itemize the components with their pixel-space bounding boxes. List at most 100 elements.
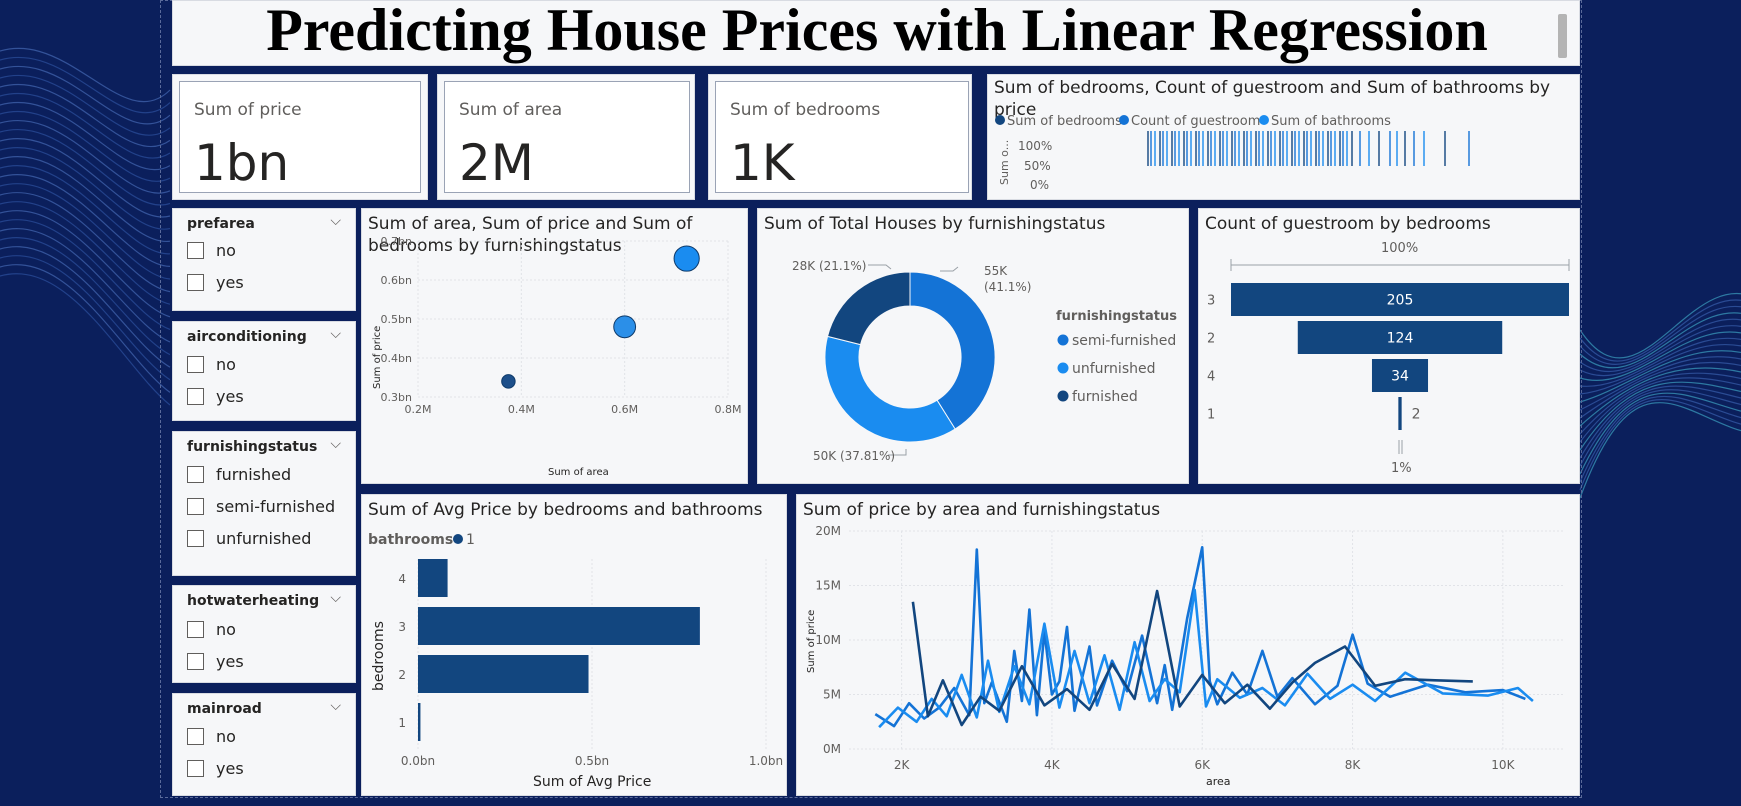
card-bedrooms[interactable]: Sum of bedrooms 1K [715, 81, 969, 193]
option-label: yes [216, 758, 244, 778]
x-tick-label: 1.0bn [749, 754, 783, 768]
x-tick-labels: 0.0bn 0.5bn 1.0bn [401, 754, 783, 768]
checkbox[interactable] [187, 241, 204, 259]
line-chart: Sum of price area 20M 15M 10M 5M 0M 2K 4K 6K 8K… [806, 524, 1563, 788]
option-label: no [216, 619, 236, 639]
option-hotwaterheating-no[interactable]: no [187, 618, 236, 640]
option-label: unfurnished [216, 528, 312, 548]
y-tick-label: 0.5bn [381, 313, 412, 326]
y-tick-label: 0% [1030, 178, 1049, 192]
legend-label-bathrooms: Sum of bathrooms [1271, 114, 1391, 129]
card-price-label: Sum of price [194, 100, 302, 120]
y-tick-label: 0.4bn [381, 352, 412, 365]
card-price[interactable]: Sum of price 1bn [179, 81, 421, 193]
slice-label-semi-value: 55K [984, 264, 1008, 278]
x-tick-label: 10K [1491, 758, 1515, 772]
checkbox[interactable] [187, 759, 204, 777]
chevron-down-icon[interactable]: ⌵ [330, 436, 341, 452]
checkbox[interactable] [187, 387, 204, 405]
option-label: semi-furnished [216, 496, 336, 516]
chevron-down-icon[interactable]: ⌵ [330, 590, 341, 606]
checkbox[interactable] [187, 620, 204, 638]
slicer-furnishingstatus[interactable]: furnishingstatus ⌵ furnished semi-furnis… [172, 431, 356, 576]
chevron-down-icon[interactable]: ⌵ [330, 698, 341, 714]
y-tick-label: 5M [823, 688, 841, 702]
checkbox[interactable] [187, 652, 204, 670]
y-tick-label: 2 [398, 668, 406, 682]
y-tick-label: 3 [398, 620, 406, 634]
legend-marker-unfurnished [1057, 362, 1069, 374]
visual-funnel[interactable]: Count of guestroom by bedrooms 100% 3 205… [1198, 208, 1580, 484]
slicer-title: airconditioning [187, 329, 307, 345]
scrollbar-thumb[interactable] [1558, 14, 1567, 58]
option-mainroad-yes[interactable]: yes [187, 757, 244, 779]
funnel-bars: 3 205 2 124 4 34 1 2 [1207, 283, 1569, 430]
slicer-mainroad[interactable]: mainroad ⌵ no yes [172, 693, 356, 796]
visual-title: Sum of bedrooms, Count of guestroom and … [994, 78, 1551, 120]
option-hotwaterheating-yes[interactable]: yes [187, 650, 244, 672]
legend-item: 1 [466, 532, 475, 548]
option-unfurnished[interactable]: unfurnished [187, 527, 311, 549]
legend-marker-semi [1057, 334, 1069, 346]
legend-label-furnished: furnished [1072, 389, 1138, 405]
option-label: yes [216, 651, 244, 671]
line-series-unfurnished [878, 588, 1534, 729]
legend-marker [453, 534, 463, 544]
legend-marker-guestroom [1119, 115, 1129, 125]
option-airconditioning-yes[interactable]: yes [187, 385, 244, 407]
legend-marker-bathrooms [1259, 115, 1269, 125]
funnel-category-label: 1 [1207, 408, 1215, 423]
chevron-down-icon[interactable]: ⌵ [330, 326, 341, 342]
slice-label-furnished: 28K (21.1%) [792, 259, 866, 273]
checkbox[interactable] [187, 727, 204, 745]
visual-line[interactable]: Sum of price by area and furnishingstatu… [796, 494, 1580, 796]
checkbox[interactable] [187, 529, 204, 547]
page-title: Predicting House Prices with Linear Regr… [266, 0, 1488, 63]
checkbox[interactable] [187, 465, 204, 483]
y-tick-label: 0.6bn [381, 274, 412, 287]
donut-slice [909, 271, 996, 430]
checkbox[interactable] [187, 497, 204, 515]
legend-title: furnishingstatus [1056, 309, 1177, 324]
card-price-tile: Sum of price 1bn [172, 74, 428, 200]
y-tick-label: 0.7bn [381, 235, 412, 248]
funnel-bar [1371, 359, 1429, 392]
x-tick-label: 0.5bn [575, 754, 609, 768]
scatter-points [501, 245, 700, 389]
chevron-down-icon[interactable]: ⌵ [330, 213, 341, 229]
card-bedrooms-value: 1K [730, 134, 795, 192]
strip-bars [1147, 131, 1470, 166]
y-axis-title: Sum of price [806, 610, 817, 673]
option-airconditioning-no[interactable]: no [187, 353, 236, 375]
funnel-chart: 100% 3 205 2 124 4 34 1 2 1% [1207, 241, 1570, 476]
slicer-title: mainroad [187, 701, 262, 717]
slicer-prefarea[interactable]: prefarea ⌵ no yes [172, 208, 356, 311]
option-prefarea-yes[interactable]: yes [187, 271, 244, 293]
y-tick-label: 4 [398, 572, 406, 586]
option-furnished[interactable]: furnished [187, 463, 291, 485]
visual-bar[interactable]: Sum of Avg Price by bedrooms and bathroo… [361, 494, 787, 796]
option-semi-furnished[interactable]: semi-furnished [187, 495, 335, 517]
leader-line [868, 264, 892, 270]
scatter-point [501, 374, 516, 389]
visual-price-strip[interactable]: Sum of bedrooms, Count of guestroom and … [987, 74, 1580, 200]
card-price-value: 1bn [194, 134, 290, 192]
visual-donut[interactable]: Sum of Total Houses by furnishingstatus … [757, 208, 1189, 484]
option-mainroad-no[interactable]: no [187, 725, 236, 747]
x-axis-title: area [1206, 775, 1231, 788]
y-tick-label: 0M [823, 742, 841, 756]
checkbox[interactable] [187, 355, 204, 373]
slicer-airconditioning[interactable]: airconditioning ⌵ no yes [172, 321, 356, 421]
card-area[interactable]: Sum of area 2M [444, 81, 690, 193]
option-label: yes [216, 272, 244, 292]
y-tick-label: 0.3bn [381, 391, 412, 404]
checkbox[interactable] [187, 273, 204, 291]
funnel-bottom-percent: 1% [1391, 461, 1412, 476]
funnel-bar [1398, 397, 1402, 430]
option-label: no [216, 240, 236, 260]
slicer-hotwaterheating[interactable]: hotwaterheating ⌵ no yes [172, 585, 356, 683]
visual-scatter[interactable]: Sum of area, Sum of price and Sum of bedr… [361, 208, 748, 484]
y-axis-title: Sum of price [372, 326, 383, 389]
leader-line [940, 266, 959, 272]
option-prefarea-no[interactable]: no [187, 239, 236, 261]
